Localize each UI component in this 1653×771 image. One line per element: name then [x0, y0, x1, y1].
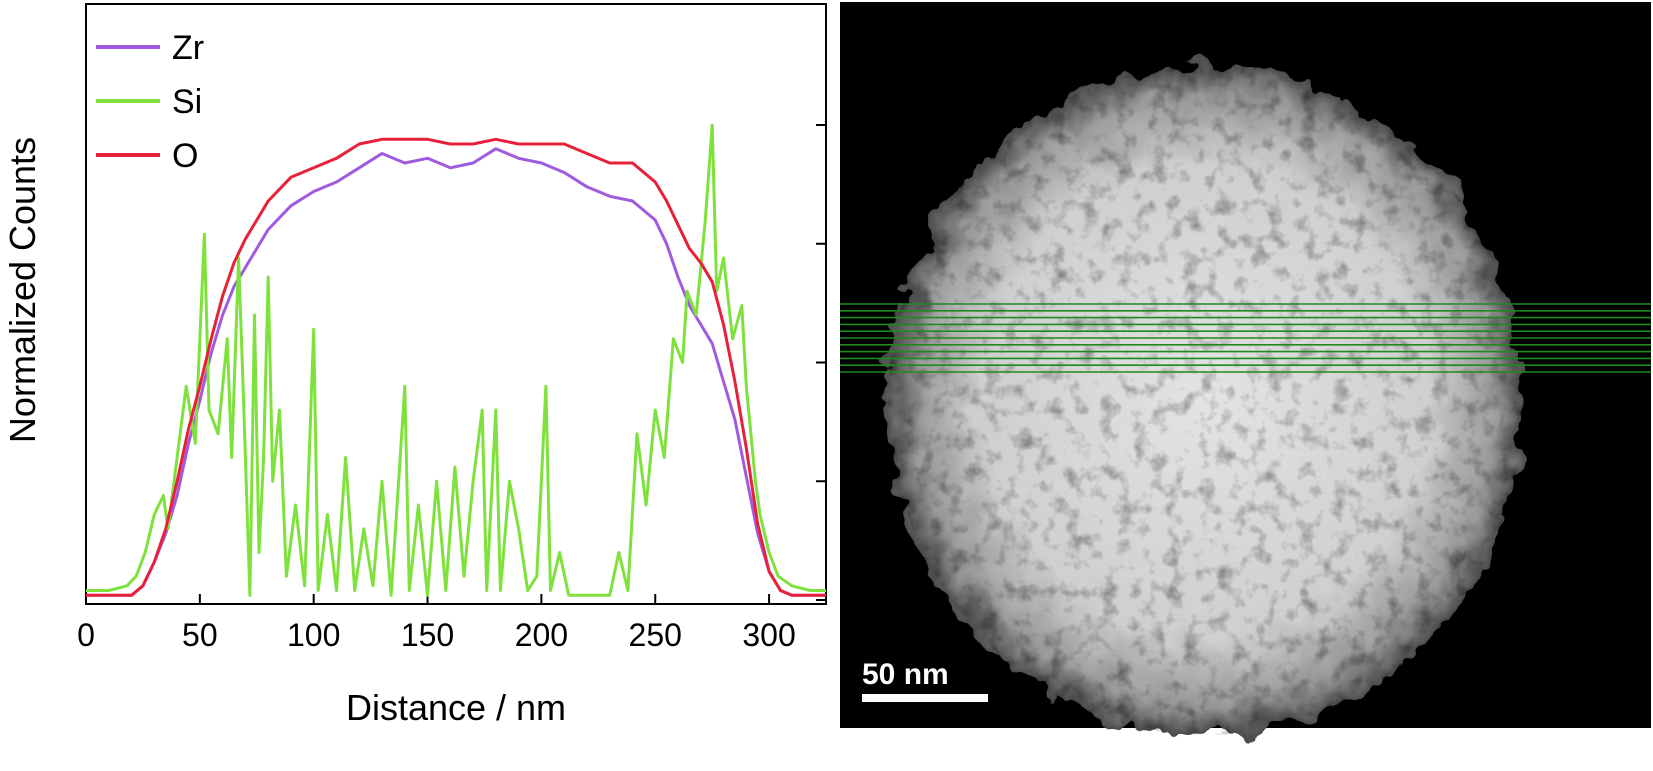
y-axis-label: Normalized Counts [2, 137, 43, 443]
x-tick-label: 50 [182, 617, 218, 653]
x-tick-label: 100 [287, 617, 340, 653]
x-axis-ticks: 0 50 100 150 200 250 300 [77, 594, 796, 653]
x-tick-label: 150 [401, 617, 454, 653]
x-tick-label: 250 [629, 617, 682, 653]
scale-bar-label: 50 nm [862, 658, 949, 691]
y-axis-ticks [816, 124, 826, 601]
series-layer [86, 123, 826, 597]
scale-bar [862, 694, 988, 702]
x-tick-label: 200 [515, 617, 568, 653]
series-line-si [86, 123, 826, 597]
line-chart: 0 50 100 150 200 250 300 Distance / nm Normali… [2, 3, 827, 728]
microscopy-image: 50 nm [840, 2, 1651, 735]
legend: Zr Si O [96, 29, 204, 175]
legend-label: Si [172, 83, 202, 121]
plot-frame [85, 3, 827, 605]
linescan-lines [840, 303, 1651, 373]
x-axis-label: Distance / nm [346, 687, 566, 728]
x-tick-label: 300 [742, 617, 795, 653]
x-tick-label: 0 [77, 617, 95, 653]
particle-texture [888, 65, 1524, 735]
series-line-o [86, 137, 826, 597]
legend-label: Zr [172, 29, 204, 67]
legend-label: O [172, 137, 198, 175]
